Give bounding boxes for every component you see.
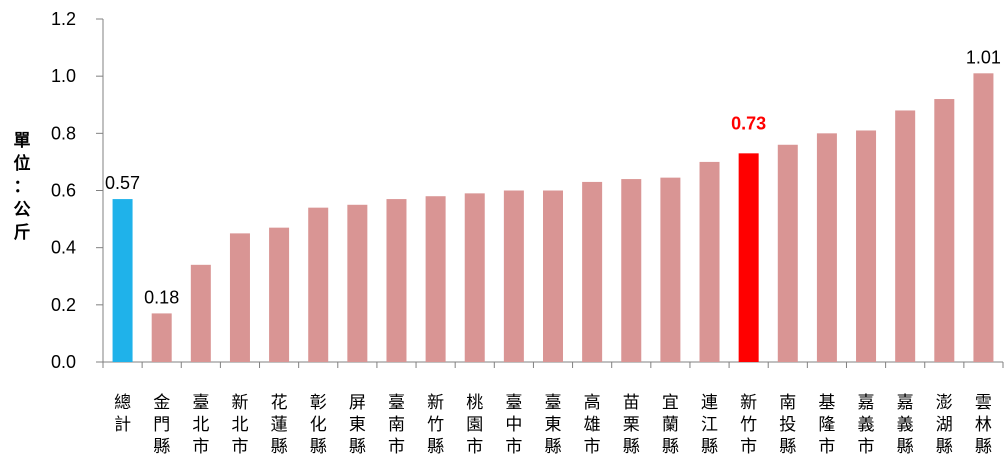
y-axis-label: 單位：公斤 [14,131,31,243]
x-axis [102,361,1004,368]
category-label: 新竹市 [740,393,757,457]
bar-6 [347,204,368,362]
category-labels: 總計 金門縣 臺北市 新北市 花蓮縣 彰化縣 屏東縣 臺南市 新竹縣 桃園市 臺中市 臺東縣 高雄市 苗栗… [114,393,992,457]
category-label: 雲林縣 [975,393,992,457]
data-label: 0.73 [731,113,766,133]
category-label: 嘉義縣 [897,393,914,457]
category-label: 彰化縣 [310,393,327,457]
category-label: 南投縣 [779,393,796,457]
bar-11 [543,190,563,362]
data-label: 1.01 [966,47,1001,67]
category-label: 臺東縣 [545,393,562,457]
bar-1 [151,313,172,362]
bar-18 [816,133,837,362]
bar-7 [386,199,407,362]
bar-0 [112,199,133,362]
y-axis-title: 單位：公斤 [14,131,31,243]
y-axis: 0.0 0.2 0.4 0.6 0.8 1.0 1.2 [51,9,104,372]
bar-17 [777,144,798,362]
category-label: 宜蘭縣 [662,393,679,457]
bar-21 [934,99,955,363]
bar-8 [425,196,446,362]
bars [112,73,994,363]
bar-19 [856,130,877,362]
bar-3 [229,233,250,362]
bar-14 [660,177,681,362]
category-label: 花蓮縣 [271,393,288,457]
bar-16 [738,153,759,362]
category-label: 新竹縣 [427,393,444,457]
bar-13 [621,179,642,362]
y-tick-label: 0.6 [51,181,76,201]
category-label: 高雄市 [584,393,601,457]
bar-12 [582,181,603,362]
bar-9 [464,193,485,362]
category-label: 新北市 [231,393,248,457]
y-tick-label: 0.4 [51,238,76,258]
category-label: 澎湖縣 [936,393,953,457]
data-labels: 0.57 0.18 0.73 1.01 [105,47,1001,307]
bar-15 [699,161,720,362]
bar-22 [973,73,994,362]
category-label: 金門縣 [153,393,170,457]
bar-4 [269,227,290,362]
bar-2 [190,264,211,362]
y-tick-label: 0.2 [51,295,76,315]
category-label: 臺南市 [388,393,405,457]
category-label: 嘉義市 [858,393,875,457]
category-label: 苗栗縣 [623,393,640,457]
category-label: 桃園市 [466,393,483,457]
data-label: 0.57 [105,173,140,193]
y-tick-label: 0.8 [51,123,76,143]
category-label: 基隆市 [818,393,835,457]
category-label: 屏東縣 [349,393,366,457]
category-label: 連江縣 [701,393,718,457]
category-label: 總計 [114,393,131,435]
category-label: 臺北市 [192,393,209,457]
y-tick-label: 1.0 [51,66,76,86]
bar-10 [503,190,524,362]
data-label: 0.18 [144,287,179,307]
bar-20 [895,110,916,362]
bar-5 [308,207,329,362]
y-tick-label: 0.0 [51,352,76,372]
y-tick-label: 1.2 [51,9,76,29]
category-label: 臺中市 [505,393,522,457]
